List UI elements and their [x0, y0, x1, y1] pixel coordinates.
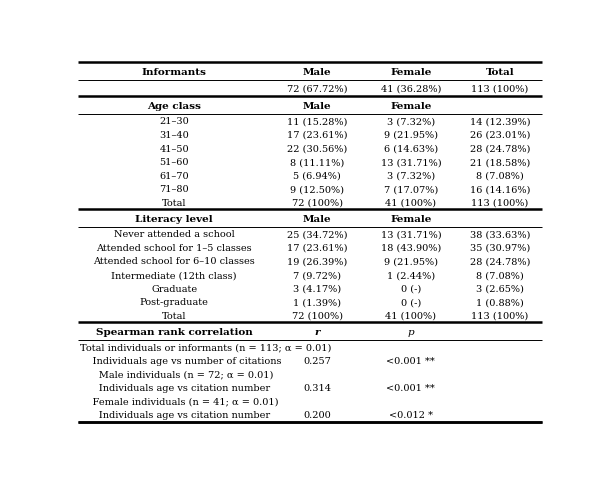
- Text: 0.314: 0.314: [303, 383, 331, 392]
- Text: 41 (100%): 41 (100%): [385, 311, 436, 320]
- Text: 9 (21.95%): 9 (21.95%): [384, 131, 438, 140]
- Text: Post-graduate: Post-graduate: [140, 298, 209, 307]
- Text: Spearman rank correlation: Spearman rank correlation: [96, 327, 252, 336]
- Text: 51–60: 51–60: [159, 158, 189, 167]
- Text: 7 (9.72%): 7 (9.72%): [293, 271, 341, 279]
- Text: Individuals age vs citation number: Individuals age vs citation number: [80, 383, 270, 392]
- Text: Female: Female: [390, 68, 431, 76]
- Text: Attended school for 1–5 classes: Attended school for 1–5 classes: [96, 243, 252, 252]
- Text: 1 (0.88%): 1 (0.88%): [476, 298, 524, 307]
- Text: 14 (12.39%): 14 (12.39%): [469, 117, 530, 126]
- Text: Male individuals (n = 72; α = 0.01): Male individuals (n = 72; α = 0.01): [80, 370, 273, 379]
- Text: 41 (36.28%): 41 (36.28%): [381, 84, 441, 94]
- Text: 41 (100%): 41 (100%): [385, 199, 436, 207]
- Text: Total individuals or informants (n = 113; α = 0.01): Total individuals or informants (n = 113…: [80, 342, 332, 351]
- Text: 19 (26.39%): 19 (26.39%): [287, 257, 347, 266]
- Text: 8 (7.08%): 8 (7.08%): [476, 171, 524, 180]
- Text: 28 (24.78%): 28 (24.78%): [469, 144, 530, 153]
- Text: <0.001 **: <0.001 **: [387, 356, 435, 365]
- Text: 8 (7.08%): 8 (7.08%): [476, 271, 524, 279]
- Text: 0.200: 0.200: [303, 410, 331, 420]
- Text: 7 (17.07%): 7 (17.07%): [384, 185, 438, 194]
- Text: 3 (4.17%): 3 (4.17%): [293, 284, 341, 293]
- Text: 5 (6.94%): 5 (6.94%): [293, 171, 341, 180]
- Text: Female individuals (n = 41; α = 0.01): Female individuals (n = 41; α = 0.01): [80, 397, 279, 406]
- Text: 3 (7.32%): 3 (7.32%): [387, 171, 435, 180]
- Text: 71–80: 71–80: [159, 185, 189, 194]
- Text: 17 (23.61%): 17 (23.61%): [287, 131, 347, 140]
- Text: 61–70: 61–70: [159, 171, 189, 180]
- Text: Attended school for 6–10 classes: Attended school for 6–10 classes: [93, 257, 255, 266]
- Text: Male: Male: [302, 214, 332, 223]
- Text: Literacy level: Literacy level: [136, 214, 213, 223]
- Text: 3 (2.65%): 3 (2.65%): [476, 284, 524, 293]
- Text: 0 (-): 0 (-): [401, 298, 421, 307]
- Text: Female: Female: [390, 101, 431, 110]
- Text: Intermediate (12th class): Intermediate (12th class): [111, 271, 237, 279]
- Text: 21 (18.58%): 21 (18.58%): [470, 158, 530, 167]
- Text: Total: Total: [486, 68, 514, 76]
- Text: 72 (100%): 72 (100%): [292, 199, 342, 207]
- Text: p: p: [408, 327, 414, 336]
- Text: 18 (43.90%): 18 (43.90%): [381, 243, 441, 252]
- Text: 31–40: 31–40: [159, 131, 189, 140]
- Text: <0.012 *: <0.012 *: [389, 410, 433, 420]
- Text: 113 (100%): 113 (100%): [471, 311, 529, 320]
- Text: 6 (14.63%): 6 (14.63%): [384, 144, 438, 153]
- Text: Never attended a school: Never attended a school: [114, 230, 235, 239]
- Text: 9 (12.50%): 9 (12.50%): [290, 185, 344, 194]
- Text: 21–30: 21–30: [159, 117, 189, 126]
- Text: 72 (100%): 72 (100%): [292, 311, 342, 320]
- Text: 35 (30.97%): 35 (30.97%): [470, 243, 530, 252]
- Text: 9 (21.95%): 9 (21.95%): [384, 257, 438, 266]
- Text: 16 (14.16%): 16 (14.16%): [469, 185, 530, 194]
- Text: 26 (23.01%): 26 (23.01%): [469, 131, 530, 140]
- Text: Individuals age vs citation number: Individuals age vs citation number: [80, 410, 270, 420]
- Text: 17 (23.61%): 17 (23.61%): [287, 243, 347, 252]
- Text: <0.001 **: <0.001 **: [387, 383, 435, 392]
- Text: Total: Total: [162, 311, 186, 320]
- Text: 22 (30.56%): 22 (30.56%): [287, 144, 347, 153]
- Text: r: r: [315, 327, 320, 336]
- Text: 1 (1.39%): 1 (1.39%): [293, 298, 341, 307]
- Text: 13 (31.71%): 13 (31.71%): [381, 230, 441, 239]
- Text: Informants: Informants: [142, 68, 206, 76]
- Text: Age class: Age class: [147, 101, 201, 110]
- Text: 38 (33.63%): 38 (33.63%): [469, 230, 530, 239]
- Text: 13 (31.71%): 13 (31.71%): [381, 158, 441, 167]
- Text: 113 (100%): 113 (100%): [471, 84, 529, 94]
- Text: 113 (100%): 113 (100%): [471, 199, 529, 207]
- Text: 41–50: 41–50: [159, 144, 189, 153]
- Text: 25 (34.72%): 25 (34.72%): [287, 230, 347, 239]
- Text: Graduate: Graduate: [151, 284, 197, 293]
- Text: 0 (-): 0 (-): [401, 284, 421, 293]
- Text: Female: Female: [390, 214, 431, 223]
- Text: Male: Male: [302, 101, 332, 110]
- Text: 8 (11.11%): 8 (11.11%): [290, 158, 344, 167]
- Text: 0.257: 0.257: [303, 356, 331, 365]
- Text: 1 (2.44%): 1 (2.44%): [387, 271, 435, 279]
- Text: 11 (15.28%): 11 (15.28%): [287, 117, 347, 126]
- Text: 3 (7.32%): 3 (7.32%): [387, 117, 435, 126]
- Text: Male: Male: [302, 68, 332, 76]
- Text: Total: Total: [162, 199, 186, 207]
- Text: 72 (67.72%): 72 (67.72%): [287, 84, 347, 94]
- Text: 28 (24.78%): 28 (24.78%): [469, 257, 530, 266]
- Text: Individuals age vs number of citations: Individuals age vs number of citations: [80, 356, 282, 365]
